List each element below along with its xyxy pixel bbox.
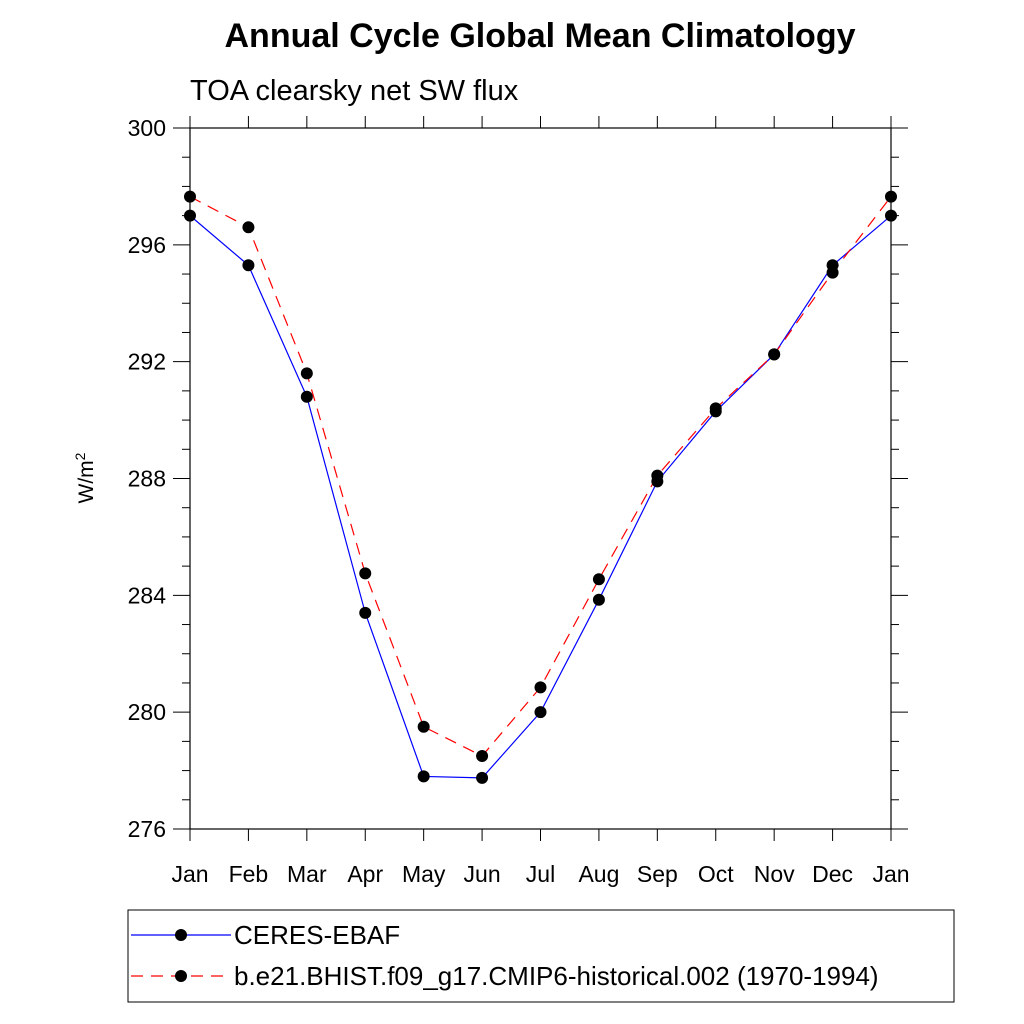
y-axis-label: W/m2 xyxy=(72,452,98,503)
data-point-series-0 xyxy=(300,390,313,403)
data-point-series-0 xyxy=(417,770,430,783)
x-tick-label: Jan xyxy=(171,861,208,887)
y-tick-label: 296 xyxy=(128,232,166,258)
x-tick-label: Jan xyxy=(872,861,909,887)
data-point-series-0 xyxy=(534,706,547,719)
data-point-series-0 xyxy=(359,606,372,619)
data-point-series-1 xyxy=(476,749,489,762)
data-point-series-1 xyxy=(417,720,430,733)
x-tick-label: Mar xyxy=(287,861,327,887)
y-tick-label: 300 xyxy=(128,115,166,141)
data-point-series-1 xyxy=(184,190,196,203)
chart-subtitle: TOA clearsky net SW flux xyxy=(190,75,519,107)
chart-title: Annual Cycle Global Mean Climatology xyxy=(225,17,856,55)
x-tick-label: Dec xyxy=(812,861,853,887)
data-point-series-1 xyxy=(768,348,781,361)
y-tick-label: 280 xyxy=(128,699,166,725)
legend-marker-ceres xyxy=(175,929,187,941)
x-tick-label: Apr xyxy=(347,861,383,887)
x-tick-label: Feb xyxy=(229,861,269,887)
y-tick-label: 284 xyxy=(128,582,167,608)
data-point-series-1 xyxy=(359,567,372,580)
data-point-series-1 xyxy=(709,402,722,415)
legend-marker-model xyxy=(175,970,187,982)
series-layer xyxy=(184,190,897,784)
data-point-series-0 xyxy=(184,209,196,222)
data-point-series-1 xyxy=(242,221,255,234)
data-point-series-1 xyxy=(651,469,664,482)
x-tick-label: Aug xyxy=(578,861,619,887)
x-tick-label: Jun xyxy=(464,861,501,887)
x-tick-label: Oct xyxy=(698,861,734,887)
data-point-series-1 xyxy=(534,681,547,694)
x-tick-label: Sep xyxy=(637,861,678,887)
data-point-series-1 xyxy=(885,190,897,203)
x-tick-label: Jul xyxy=(526,861,555,887)
y-axis-label-superscript: 2 xyxy=(72,452,88,460)
y-axis: 276 280 284 288 292 296 300 xyxy=(128,115,908,842)
y-tick-label: 288 xyxy=(128,466,166,492)
legend: CERES-EBAF b.e21.BHIST.f09_g17.CMIP6-his… xyxy=(127,909,955,1003)
x-tick-label: May xyxy=(402,861,446,887)
data-point-series-1 xyxy=(826,266,839,279)
data-point-series-1 xyxy=(592,573,605,586)
data-point-series-0 xyxy=(592,593,605,606)
data-point-series-0 xyxy=(242,259,255,272)
legend-box xyxy=(127,909,955,1003)
data-point-series-1 xyxy=(300,367,313,380)
y-tick-label: 276 xyxy=(128,816,166,842)
x-tick-label: Nov xyxy=(754,861,795,887)
x-axis: Jan Feb Mar Apr May Jun Jul Aug Sep Oct Nov Dec Jan xyxy=(171,116,910,887)
legend-label-ceres: CERES-EBAF xyxy=(234,920,400,950)
data-point-series-0 xyxy=(476,771,489,784)
legend-label-model: b.e21.BHIST.f09_g17.CMIP6-historical.002… xyxy=(234,961,879,991)
data-point-series-0 xyxy=(885,209,897,222)
y-tick-label: 292 xyxy=(128,349,166,375)
